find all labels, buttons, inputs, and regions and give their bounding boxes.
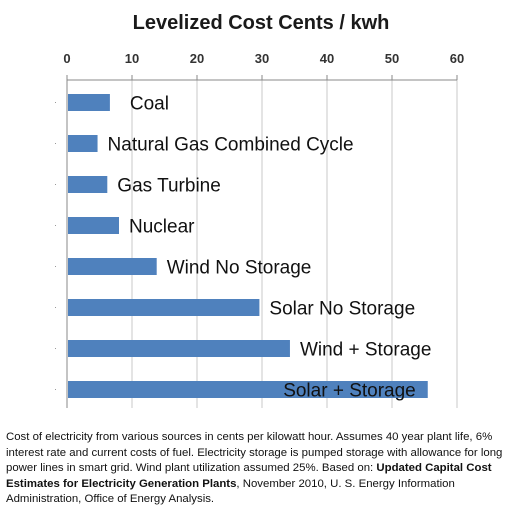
bar (68, 94, 110, 111)
category-label: Solar No Storage (269, 299, 415, 320)
bar-chart: Levelized Cost Cents / kwh 0 10 20 30 40 50 60… (55, 12, 464, 408)
x-tick-label: 60 (450, 51, 464, 66)
x-tick-label: 10 (125, 51, 139, 66)
bar (68, 135, 98, 152)
chart-title: Levelized Cost Cents / kwh (133, 12, 390, 34)
caption-text-end: , November 2010, U. S. Energy Informatio… (6, 477, 455, 506)
bar-labels: Coal Natural Gas Combined Cycle Gas Turbin… (108, 94, 432, 402)
caption-source-title: Updated Capital Cost Estimates for Elect… (6, 462, 492, 490)
x-tick-label: 40 (320, 51, 334, 66)
category-label: Coal (130, 94, 169, 115)
bar (68, 299, 260, 316)
category-label: Wind No Storage (167, 258, 312, 279)
bar (68, 217, 119, 234)
x-tick-label: 30 (255, 51, 269, 66)
caption-text: Cost of electricity from various sources… (6, 431, 503, 475)
x-tick-label: 0 (63, 51, 70, 66)
bar (68, 258, 157, 275)
figure-caption: Cost of electricity from various sources… (6, 430, 518, 508)
bar (68, 381, 428, 398)
x-tick-label: 50 (385, 51, 399, 66)
bar (68, 176, 108, 193)
category-label: Wind + Storage (300, 340, 432, 361)
bars (68, 94, 428, 398)
bar (68, 340, 290, 357)
category-label: Solar + Storage (283, 381, 416, 402)
category-label: Natural Gas Combined Cycle (108, 135, 354, 156)
category-label: Gas Turbine (117, 176, 221, 197)
x-axis: 0 10 20 30 40 50 60 (55, 51, 464, 408)
category-label: Nuclear (129, 217, 195, 238)
x-tick-label: 20 (190, 51, 204, 66)
